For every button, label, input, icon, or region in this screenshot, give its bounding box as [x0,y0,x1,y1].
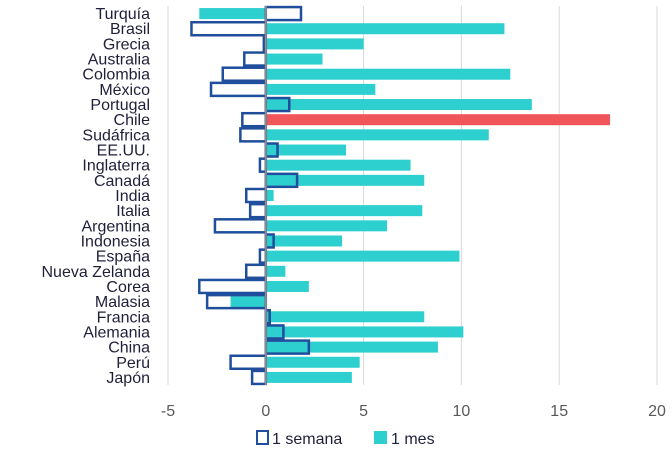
bar-1-mes-0 [199,8,266,20]
x-tick-label-2: 5 [359,403,368,420]
bar-1-mes-16 [265,250,460,262]
bar-1-semana-4 [221,66,268,82]
bar-1-mes-5 [265,83,376,95]
bar-1-mes-3 [265,53,323,65]
category-label-23: Perú [116,355,150,372]
legend-label-1-mes: 1 mes [391,431,435,448]
bar-1-mes-6 [265,99,532,111]
x-tick-label-5: 20 [648,403,666,420]
category-label-2: Grecia [103,36,150,53]
category-label-5: México [99,82,150,99]
bar-1-mes-10 [265,159,411,171]
x-tick-labels: -5 0 5 10 15 20 [161,403,666,420]
bar-1-mes-11 [265,174,425,186]
bar-1-semana-13 [248,202,268,219]
bar-1-mes-1 [265,23,505,35]
bar-1-semana-12 [244,187,268,204]
bar-1-semana-14 [213,218,268,234]
bar-1-semana-3 [243,51,268,67]
x-tick-label-0: -5 [161,403,175,420]
category-label-17: Nueva Zelanda [41,264,150,281]
legend: 1 semana 1 mes [256,430,435,448]
category-label-20: Francia [97,309,150,326]
category-label-15: Indonesia [81,233,150,250]
bar-1-mes-4 [265,68,511,80]
category-label-6: Portugal [90,97,150,114]
category-label-12: India [115,188,150,205]
x-tick-label-1: 0 [261,403,270,420]
x-tick-label-3: 10 [453,403,471,420]
bar-1-semana-23 [229,354,268,371]
bar-1-semana-7 [241,111,268,128]
series-1-mes [199,8,611,383]
category-label-19: Malasia [95,294,150,311]
bar-1-semana-17 [244,263,268,280]
category-label-1: Brasil [110,21,150,38]
bar-1-mes-24 [265,371,352,383]
bar-1-mes-14 [265,220,388,232]
category-label-21: Alemania [83,324,150,341]
bar-1-mes-19 [230,296,266,308]
bar-1-mes-2 [265,38,364,50]
legend-label-1-semana: 1 semana [272,431,342,448]
bar-1-mes-17 [265,265,286,277]
category-label-0: Turquía [95,6,150,23]
bar-1-mes-23 [265,356,360,368]
category-label-7: Chile [114,112,151,129]
category-label-4: Colombia [82,67,150,84]
legend-swatch-1-semana [256,430,269,445]
bar-1-mes-8 [265,129,489,141]
bar-1-mes-22 [265,341,438,353]
category-label-11: Canadá [94,173,150,190]
bar-1-mes-18 [265,280,309,292]
bar-1-semana-18 [198,278,268,295]
category-label-24: Japón [106,370,150,387]
category-label-10: Inglaterra [82,158,150,175]
category-label-3: Australia [88,52,150,69]
category-label-22: China [108,340,150,357]
category-label-9: EE.UU. [97,143,150,160]
bar-1-mes-21 [265,326,464,338]
x-tick-label-4: 15 [550,403,568,420]
bar-1-mes-20 [265,311,425,323]
bar-1-semana-5 [209,81,268,98]
bar-1-semana-8 [239,127,268,143]
legend-swatch-1-mes [374,431,387,444]
category-label-13: Italia [116,203,150,220]
category-label-14: Argentina [82,218,151,235]
bar-1-mes-9 [265,144,346,156]
category-label-8: Sudáfrica [82,127,150,144]
bar-1-mes-15 [265,235,343,247]
bar-1-mes-13 [265,205,423,217]
bar-1-mes-12 [265,190,274,201]
category-label-16: España [96,249,150,266]
bar-1-mes-7 [265,114,611,126]
bar-1-semana-0 [264,5,303,22]
bar-1-semana-24 [250,369,268,386]
bar-1-semana-1 [190,20,268,37]
category-label-18: Corea [106,279,150,296]
category-labels: TurquíaBrasilGreciaAustraliaColombiaMéxi… [41,6,150,387]
